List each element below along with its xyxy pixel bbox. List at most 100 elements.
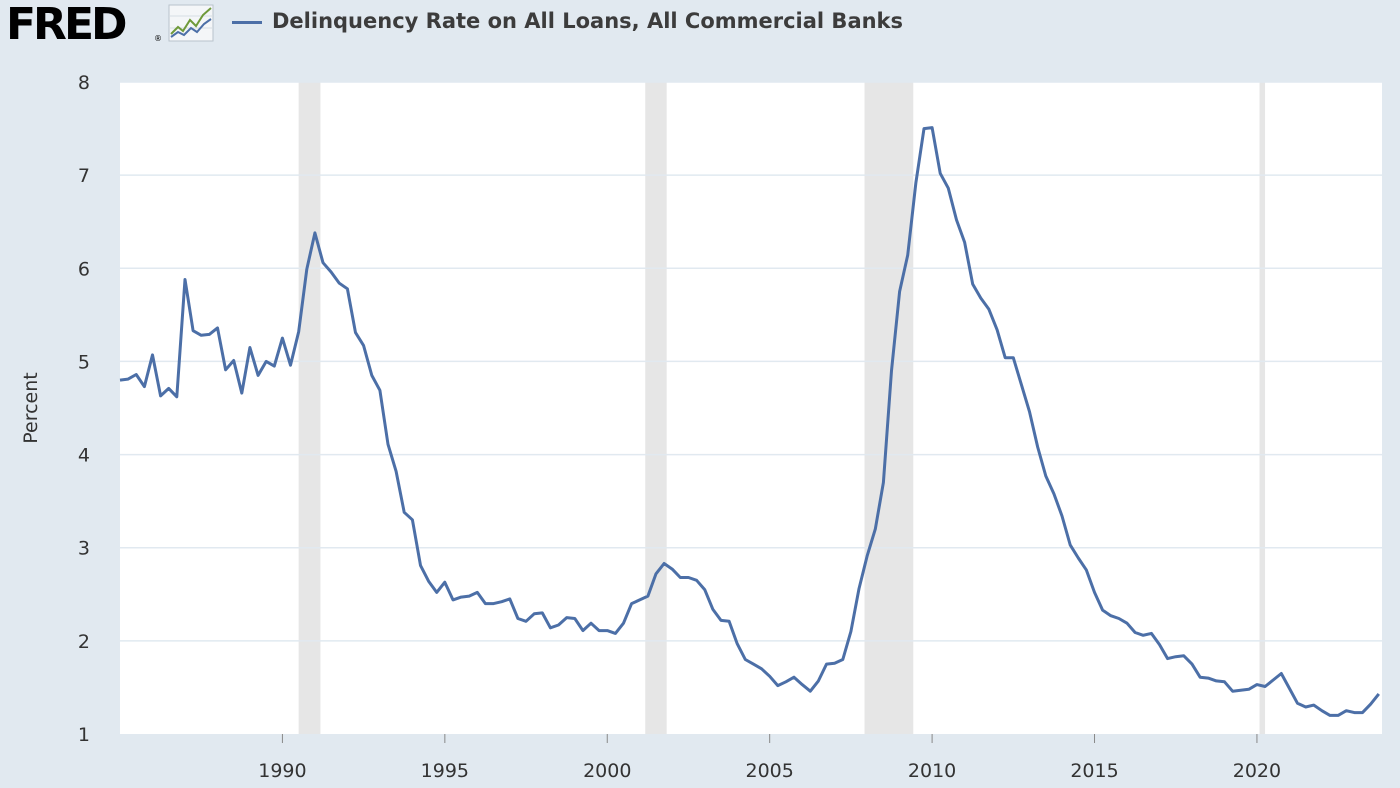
data-point[interactable] (671, 568, 674, 571)
data-point[interactable] (573, 617, 576, 620)
data-point[interactable] (1150, 632, 1153, 635)
data-point[interactable] (248, 346, 251, 349)
data-point[interactable] (1028, 410, 1031, 413)
data-point[interactable] (183, 278, 186, 281)
data-point[interactable] (565, 616, 568, 619)
data-point[interactable] (1126, 622, 1129, 625)
data-point[interactable] (127, 378, 130, 381)
data-point[interactable] (825, 663, 828, 666)
data-point[interactable] (216, 326, 219, 329)
data-point[interactable] (898, 290, 901, 293)
data-point[interactable] (606, 629, 609, 632)
data-point[interactable] (614, 632, 617, 635)
fred-logo[interactable]: FRED (6, 0, 128, 50)
data-point[interactable] (1304, 705, 1307, 708)
data-point[interactable] (833, 662, 836, 665)
data-point[interactable] (322, 261, 325, 264)
data-point[interactable] (931, 126, 934, 129)
data-point[interactable] (167, 387, 170, 390)
data-point[interactable] (192, 329, 195, 332)
data-point[interactable] (1199, 676, 1202, 679)
data-point[interactable] (736, 642, 739, 645)
data-point[interactable] (346, 287, 349, 290)
data-point[interactable] (1142, 634, 1145, 637)
data-point[interactable] (1069, 543, 1072, 546)
data-point[interactable] (987, 308, 990, 311)
data-point[interactable] (1004, 356, 1007, 359)
data-point[interactable] (890, 369, 893, 372)
data-point[interactable] (403, 511, 406, 514)
data-point[interactable] (728, 620, 731, 623)
data-point[interactable] (1288, 687, 1291, 690)
data-point[interactable] (500, 600, 503, 603)
data-point[interactable] (922, 127, 925, 130)
data-point[interactable] (979, 297, 982, 300)
data-point[interactable] (159, 394, 162, 397)
data-point[interactable] (1361, 711, 1364, 714)
data-point[interactable] (711, 608, 714, 611)
data-point[interactable] (1231, 690, 1234, 693)
data-point[interactable] (476, 591, 479, 594)
data-point[interactable] (1215, 679, 1218, 682)
data-point[interactable] (1312, 704, 1315, 707)
data-point[interactable] (460, 596, 463, 599)
data-point[interactable] (516, 617, 519, 620)
data-point[interactable] (411, 518, 414, 521)
data-point[interactable] (1020, 383, 1023, 386)
data-point[interactable] (1174, 655, 1177, 658)
data-point[interactable] (752, 663, 755, 666)
data-point[interactable] (1166, 657, 1169, 660)
data-point[interactable] (151, 353, 154, 356)
data-point[interactable] (484, 602, 487, 605)
data-point[interactable] (906, 254, 909, 257)
data-point[interactable] (1190, 663, 1193, 666)
data-point[interactable] (525, 620, 528, 623)
data-point[interactable] (793, 676, 796, 679)
data-point[interactable] (1109, 614, 1112, 617)
data-point[interactable] (265, 360, 268, 363)
data-point[interactable] (1036, 446, 1039, 449)
data-point[interactable] (849, 630, 852, 633)
data-point[interactable] (622, 622, 625, 625)
data-point[interactable] (768, 675, 771, 678)
data-point[interactable] (419, 564, 422, 567)
data-point[interactable] (1077, 556, 1080, 559)
data-point[interactable] (1101, 609, 1104, 612)
data-point[interactable] (1337, 714, 1340, 717)
data-point[interactable] (1329, 714, 1332, 717)
data-point[interactable] (289, 364, 292, 367)
data-point[interactable] (395, 470, 398, 473)
data-point[interactable] (695, 579, 698, 582)
legend-label[interactable]: Delinquency Rate on All Loans, All Comme… (272, 9, 904, 33)
data-point[interactable] (443, 581, 446, 584)
data-point[interactable] (598, 629, 601, 632)
data-point[interactable] (370, 374, 373, 377)
data-point[interactable] (1264, 685, 1267, 688)
data-point[interactable] (760, 667, 763, 670)
data-point[interactable] (1085, 569, 1088, 572)
data-point[interactable] (557, 624, 560, 627)
data-point[interactable] (313, 231, 316, 234)
data-point[interactable] (996, 328, 999, 331)
data-point[interactable] (581, 629, 584, 632)
data-point[interactable] (590, 622, 593, 625)
data-point[interactable] (273, 365, 276, 368)
data-point[interactable] (1239, 689, 1242, 692)
data-point[interactable] (703, 588, 706, 591)
data-point[interactable] (801, 683, 804, 686)
data-point[interactable] (338, 282, 341, 285)
data-point[interactable] (208, 333, 211, 336)
data-point[interactable] (874, 528, 877, 531)
data-point[interactable] (1052, 492, 1055, 495)
data-point[interactable] (119, 379, 122, 382)
data-point[interactable] (378, 389, 381, 392)
data-point[interactable] (654, 572, 657, 575)
data-point[interactable] (135, 373, 138, 376)
data-point[interactable] (297, 330, 300, 333)
data-point[interactable] (841, 658, 844, 661)
data-point[interactable] (744, 658, 747, 661)
data-point[interactable] (776, 684, 779, 687)
data-point[interactable] (451, 598, 454, 601)
data-point[interactable] (1012, 356, 1015, 359)
data-point[interactable] (858, 587, 861, 590)
